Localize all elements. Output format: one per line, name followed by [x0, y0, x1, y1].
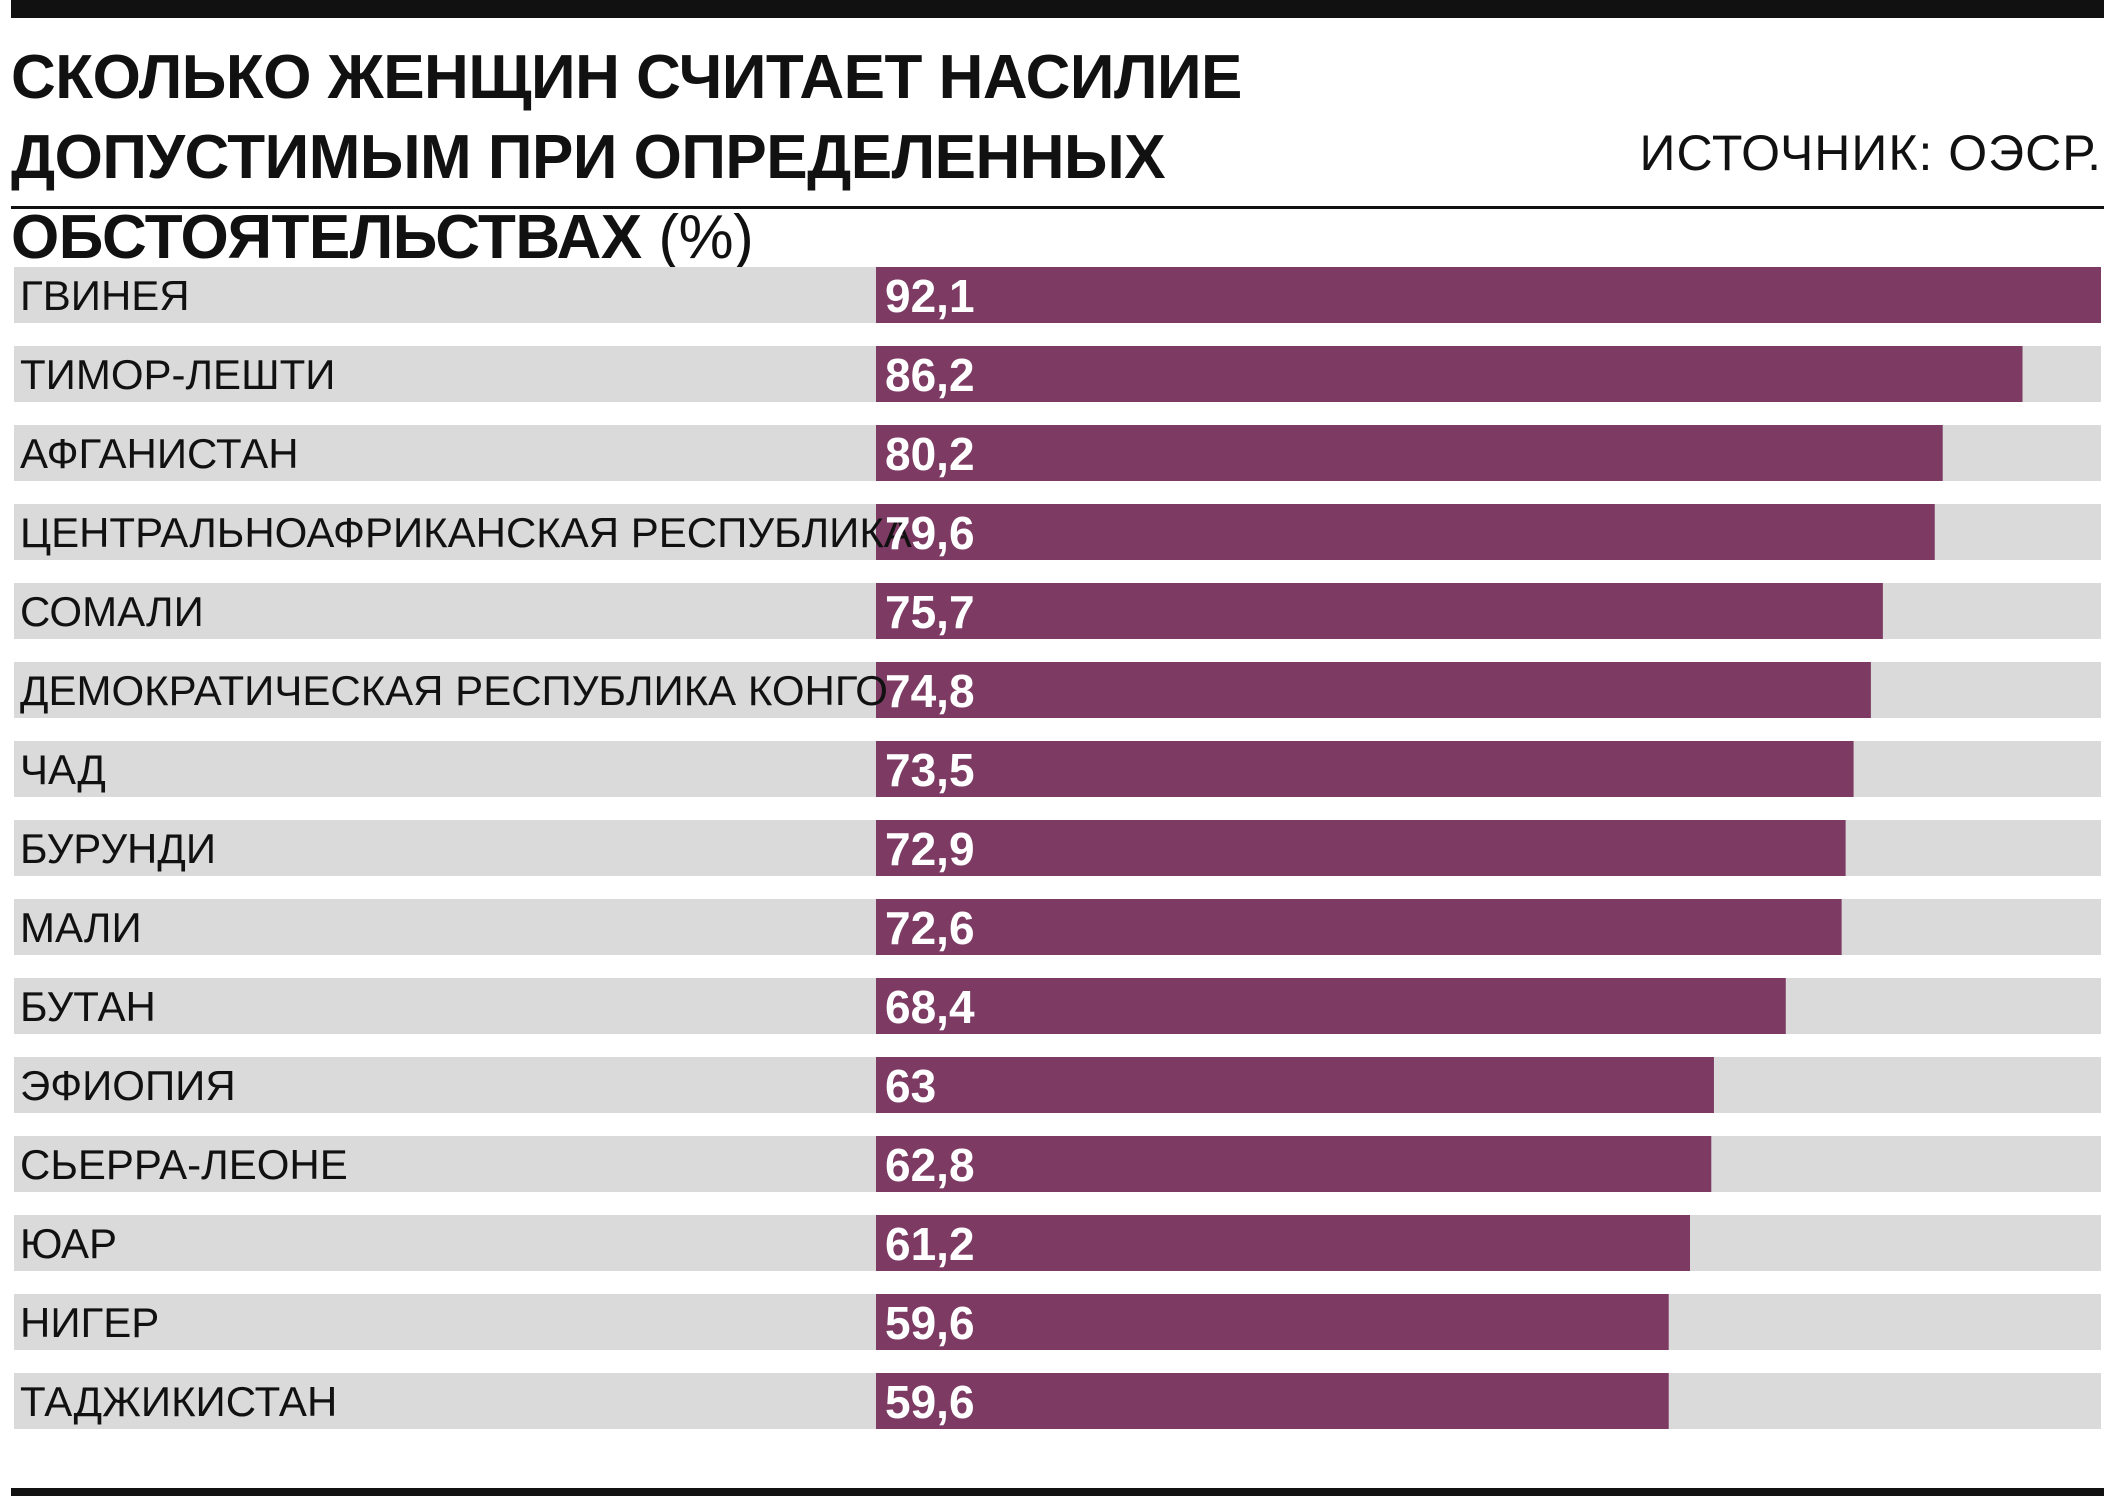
bottom-rule	[11, 1488, 2104, 1496]
top-rule	[11, 0, 2104, 18]
value-label: 61,2	[885, 1218, 975, 1270]
category-label: СЬЕРРА-ЛЕОНЕ	[20, 1141, 348, 1188]
value-label: 63	[885, 1060, 936, 1112]
value-label: 72,9	[885, 823, 975, 875]
value-label: 75,7	[885, 586, 975, 638]
category-label: НИГЕР	[20, 1299, 159, 1346]
bar	[876, 1294, 1669, 1350]
value-label: 79,6	[885, 507, 975, 559]
source-note: ИСТОЧНИК: ОЭСР.	[1639, 125, 2102, 181]
bar	[876, 1373, 1669, 1429]
category-label: СОМАЛИ	[20, 588, 204, 635]
value-label: 62,8	[885, 1139, 975, 1191]
header-rule	[11, 206, 2104, 209]
bar	[876, 741, 1854, 797]
bar	[876, 978, 1786, 1034]
bar	[876, 1136, 1712, 1192]
value-label: 74,8	[885, 665, 975, 717]
category-label: ГВИНЕЯ	[20, 272, 190, 319]
category-label: ЮАР	[20, 1220, 117, 1267]
value-label: 86,2	[885, 349, 975, 401]
title-text: СКОЛЬКО ЖЕНЩИН СЧИТАЕТ НАСИЛИЕ ДОПУСТИМЫ…	[11, 43, 1242, 272]
bar	[876, 1215, 1691, 1271]
bar	[876, 267, 2101, 323]
category-label: БУРУНДИ	[20, 825, 216, 872]
bar	[876, 504, 1935, 560]
bar	[876, 1057, 1714, 1113]
category-label: ЧАД	[20, 746, 106, 793]
value-label: 72,6	[885, 902, 975, 954]
bar	[876, 899, 1842, 955]
category-label: ТАДЖИКИСТАН	[20, 1378, 337, 1425]
value-label: 92,1	[885, 270, 975, 322]
category-label: ЭФИОПИЯ	[20, 1062, 236, 1109]
category-label: ТИМОР-ЛЕШТИ	[20, 351, 335, 398]
bar	[876, 583, 1883, 639]
category-label: АФГАНИСТАН	[20, 430, 299, 477]
value-label: 59,6	[885, 1376, 975, 1428]
bar	[876, 820, 1846, 876]
chart-title: СКОЛЬКО ЖЕНЩИН СЧИТАЕТ НАСИЛИЕ ДОПУСТИМЫ…	[11, 38, 1531, 278]
category-label: МАЛИ	[20, 904, 142, 951]
value-label: 68,4	[885, 981, 975, 1033]
bar	[876, 425, 1943, 481]
bar	[876, 662, 1871, 718]
category-label: БУТАН	[20, 983, 156, 1030]
bar	[876, 346, 2023, 402]
category-label: ЦЕНТРАЛЬНОАФРИКАНСКАЯ РЕСПУБЛИКА	[20, 509, 912, 556]
value-label: 73,5	[885, 744, 975, 796]
value-label: 59,6	[885, 1297, 975, 1349]
value-label: 80,2	[885, 428, 975, 480]
category-label: ДЕМОКРАТИЧЕСКАЯ РЕСПУБЛИКА КОНГО	[20, 667, 888, 714]
title-unit: (%)	[658, 203, 754, 272]
